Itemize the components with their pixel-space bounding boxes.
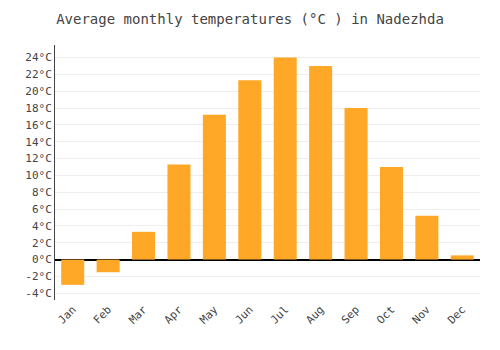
svg-text:May: May [197,303,221,327]
svg-text:0°C: 0°C [32,253,52,266]
svg-text:Nov: Nov [410,303,434,327]
svg-text:Jun: Jun [233,303,256,326]
svg-text:10°C: 10°C [25,169,52,182]
svg-text:-2°C: -2°C [25,270,52,283]
svg-text:Jan: Jan [55,303,78,326]
svg-text:22°C: 22°C [25,68,52,81]
svg-text:Jul: Jul [268,303,291,326]
svg-text:Oct: Oct [374,303,397,326]
svg-text:Mar: Mar [126,303,150,327]
svg-text:20°C: 20°C [25,85,52,98]
svg-text:4°C: 4°C [32,220,52,233]
svg-text:16°C: 16°C [25,119,52,132]
svg-text:24°C: 24°C [25,51,52,64]
svg-text:Aug: Aug [303,303,326,326]
svg-text:Feb: Feb [91,303,114,326]
svg-text:-4°C: -4°C [25,287,52,300]
svg-text:Average monthly temperatures (: Average monthly temperatures (°C ) in Na… [56,11,444,27]
svg-text:Sep: Sep [339,303,362,326]
svg-text:Dec: Dec [445,303,468,326]
svg-text:2°C: 2°C [32,237,52,250]
svg-text:18°C: 18°C [25,102,52,115]
svg-text:Apr: Apr [162,303,186,327]
svg-text:6°C: 6°C [32,203,52,216]
svg-text:12°C: 12°C [25,152,52,165]
svg-text:14°C: 14°C [25,136,52,149]
svg-text:8°C: 8°C [32,186,52,199]
